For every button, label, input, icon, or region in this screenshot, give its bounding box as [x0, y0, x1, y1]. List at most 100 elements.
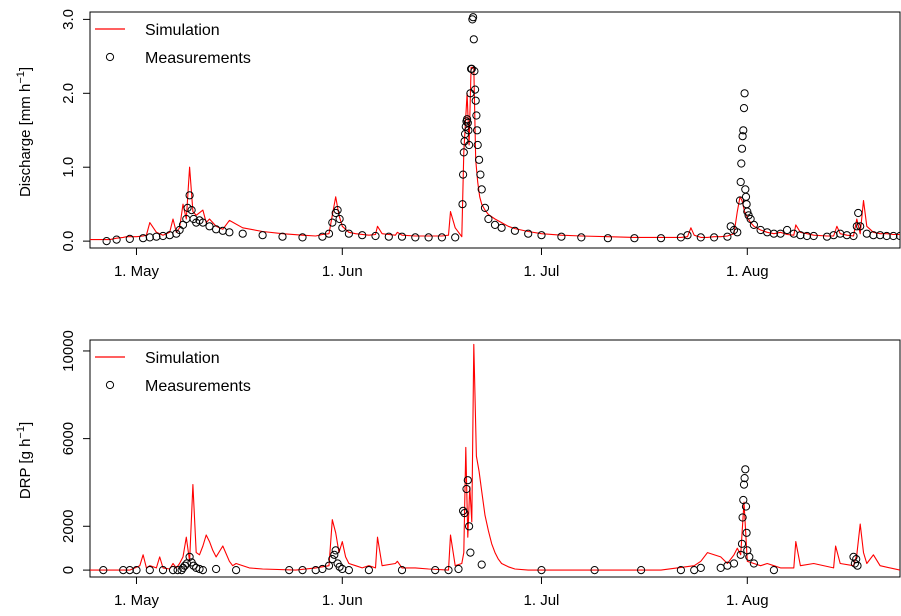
- measurement-point: [769, 566, 779, 575]
- measurement-point: [467, 64, 476, 74]
- legend-simulation-label: Simulation: [145, 22, 220, 39]
- measurement-point: [822, 232, 832, 241]
- simulation-line: [90, 343, 900, 571]
- measurement-point: [537, 566, 546, 575]
- y-tick-label: 6000: [60, 422, 77, 455]
- measurement-point: [331, 546, 340, 555]
- measurement-point: [180, 561, 189, 570]
- measurement-point: [324, 229, 334, 238]
- y-tick-label: 3.0: [60, 9, 77, 30]
- measurement-point: [185, 552, 194, 562]
- measurement-point: [471, 96, 480, 105]
- legend-measurement-swatch: [105, 380, 115, 390]
- measurement-point: [454, 564, 463, 574]
- measurement-point: [739, 480, 749, 489]
- measurement-point: [469, 13, 478, 22]
- y-tick-label: 2.0: [60, 83, 77, 104]
- y-axis-title: Discharge [mm h−1]: [15, 67, 34, 197]
- x-tick-label: 1. Jun: [322, 263, 363, 280]
- measurement-point: [358, 231, 367, 240]
- measurement-point: [809, 231, 818, 241]
- x-tick-label: 1. Jun: [322, 592, 363, 609]
- y-axis-title-main: Discharge [mm h: [17, 84, 34, 197]
- measurement-point: [741, 185, 750, 194]
- measurement-point: [333, 206, 342, 215]
- x-tick-label: 1. Jul: [524, 592, 560, 609]
- measurement-point: [741, 192, 751, 201]
- measurement-point: [742, 200, 751, 209]
- measurement-point: [397, 566, 407, 575]
- measurement-point: [145, 566, 154, 575]
- measurement-point: [324, 561, 334, 570]
- measurement-point: [99, 566, 108, 575]
- measurement-point: [738, 132, 747, 141]
- measurement-point: [577, 233, 586, 242]
- measurement-point: [743, 207, 752, 216]
- legend-measurements-label: Measurements: [145, 50, 251, 67]
- measurement-point: [852, 222, 861, 231]
- measurement-point: [484, 214, 493, 224]
- measurement-point: [802, 231, 812, 241]
- y-tick-label: 10000: [60, 330, 77, 372]
- measurement-point: [125, 234, 134, 243]
- measurement-point: [740, 474, 749, 483]
- y-axis-title-exponent: −1: [15, 426, 27, 439]
- measurement-point: [696, 563, 705, 573]
- measurement-point: [510, 226, 520, 235]
- measurement-point: [330, 550, 339, 559]
- measurement-point: [285, 566, 294, 575]
- measurement-point: [895, 231, 900, 241]
- legend: Simulation Measurements: [95, 22, 251, 67]
- measurement-point: [476, 170, 485, 179]
- plot-frame: [89, 11, 901, 249]
- measurement-point: [849, 231, 858, 241]
- measurement-point: [328, 218, 337, 227]
- measurement-point: [477, 560, 486, 569]
- measurement-point: [490, 220, 500, 229]
- y-axis-title-main: DRP [g h: [17, 439, 34, 500]
- measurement-point: [338, 223, 347, 232]
- measurement-point: [733, 228, 742, 237]
- measurement-point: [876, 231, 885, 240]
- y-axis-title-exponent: −1: [15, 71, 27, 84]
- measurement-point: [480, 203, 490, 212]
- measurement-point: [212, 564, 221, 574]
- measurement-point: [723, 232, 732, 241]
- measurement-point: [298, 233, 307, 242]
- measurement-point: [335, 562, 344, 571]
- measurement-point: [258, 231, 267, 240]
- measurement-point: [437, 233, 446, 242]
- measurement-point: [158, 231, 168, 241]
- measurement-point: [411, 233, 420, 242]
- measurement-point: [862, 229, 871, 238]
- measurement-point: [198, 566, 207, 575]
- measurement-point: [469, 35, 478, 44]
- x-tick-label: 1. Aug: [726, 592, 769, 609]
- measurement-point: [736, 177, 745, 187]
- legend-measurements-label: Measurements: [145, 378, 251, 395]
- measurement-point: [537, 231, 546, 240]
- measurement-point: [158, 566, 168, 575]
- measurement-point: [424, 233, 433, 242]
- x-tick-label: 1. May: [114, 592, 160, 609]
- y-axis-title-tail: ]: [17, 422, 34, 426]
- measurement-point: [783, 225, 792, 235]
- measurement-point: [738, 513, 747, 522]
- measurement-point: [882, 231, 891, 241]
- measurement-point: [696, 233, 705, 242]
- measurement-point: [683, 231, 692, 240]
- measurement-point: [741, 502, 751, 511]
- y-tick-label: 0: [60, 566, 77, 574]
- measurement-point: [889, 231, 898, 241]
- measurement-point: [152, 232, 161, 241]
- measurement-point: [497, 223, 506, 232]
- measurement-point: [856, 222, 865, 231]
- measurement-point: [465, 140, 474, 150]
- measurement-point: [112, 235, 121, 244]
- measurement-point: [710, 233, 719, 242]
- measurement-point: [463, 115, 472, 124]
- y-tick-label: 1.0: [60, 157, 77, 178]
- measurement-point: [749, 220, 759, 229]
- plot-data: [90, 343, 900, 575]
- measurement-point: [451, 233, 460, 242]
